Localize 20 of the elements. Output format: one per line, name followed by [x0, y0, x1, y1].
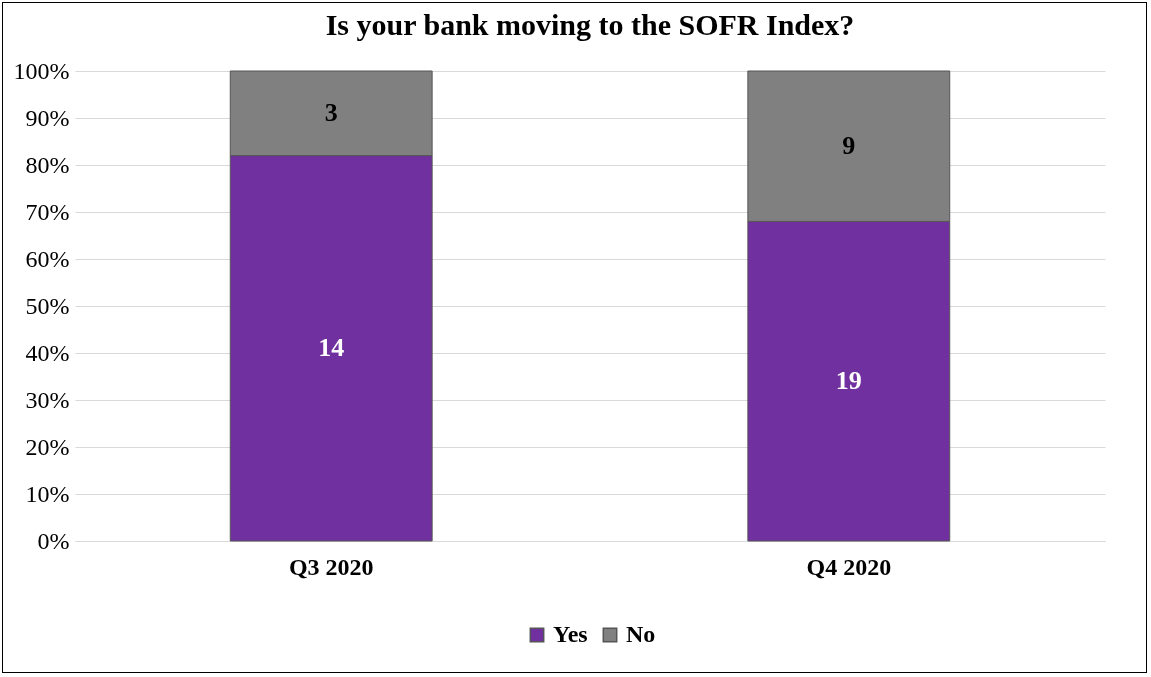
y-tick-label: 50%: [25, 292, 70, 319]
annotation: 19: [835, 366, 862, 396]
x-tick-label: Q4 2020: [806, 553, 892, 580]
chart-title: Is your bank moving to the SOFR Index?: [325, 8, 855, 41]
annotation: 9: [842, 131, 856, 161]
y-tick-label: 90%: [25, 104, 70, 131]
y-tick-label: 30%: [25, 386, 70, 413]
y-tick-label: 10%: [25, 480, 70, 507]
legend-label: Yes: [553, 621, 588, 647]
y-tick-label: 0%: [37, 527, 70, 554]
y-tick-label: 60%: [25, 245, 70, 272]
y-tick-label: 40%: [25, 339, 70, 366]
annotation: 3: [324, 98, 338, 128]
y-tick-label: 70%: [25, 198, 70, 225]
y-tick-label: 100%: [13, 57, 70, 84]
x-tick-label: Q3 2020: [288, 553, 374, 580]
legend-label: No: [626, 621, 656, 647]
y-tick-label: 20%: [25, 433, 70, 460]
annotation: 14: [318, 333, 345, 363]
y-tick-label: 80%: [25, 151, 70, 178]
